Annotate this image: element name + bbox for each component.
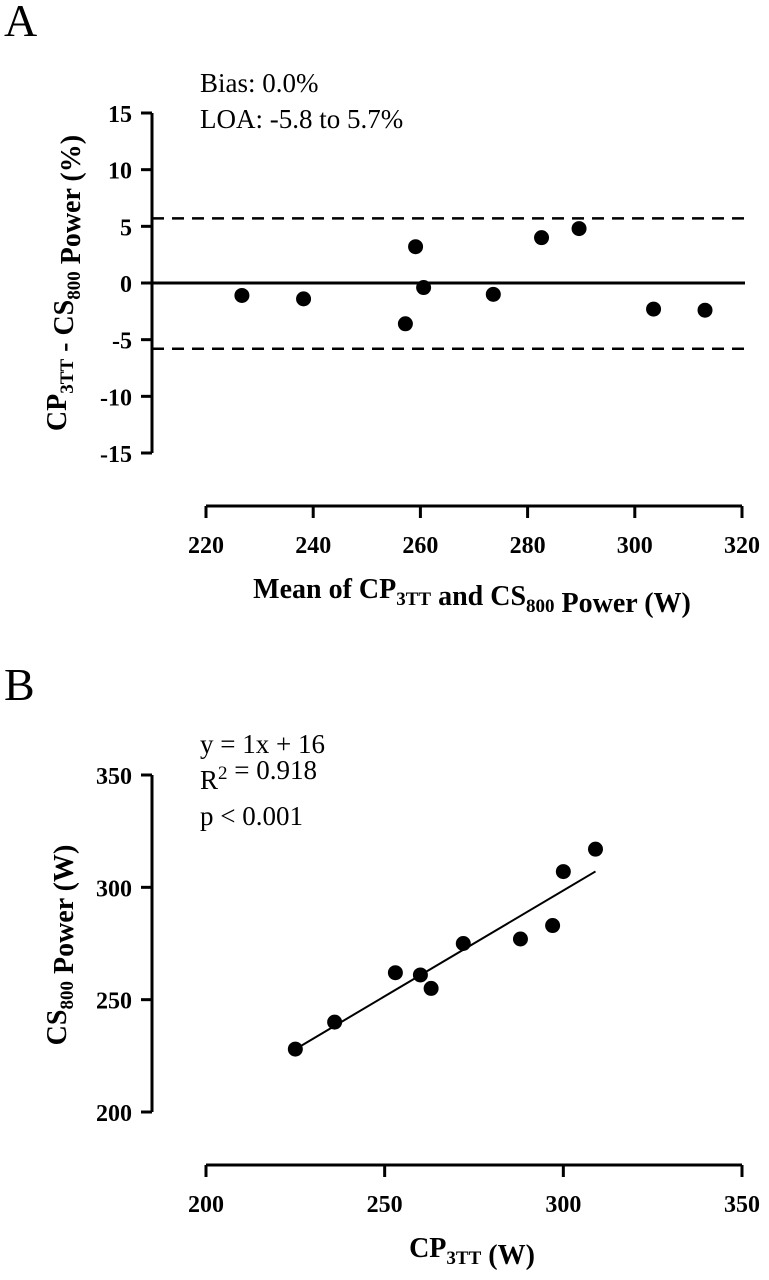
- data-point: [545, 918, 561, 934]
- data-point: [416, 280, 432, 296]
- y-tick-label: 15: [108, 102, 132, 128]
- x-tick-label: 260: [402, 533, 438, 559]
- y-tick-label: -15: [100, 442, 132, 468]
- y-axis-label: CS800 Power (W): [42, 845, 80, 1046]
- x-tick-label: 350: [724, 1192, 760, 1218]
- x-tick-label: 250: [367, 1192, 403, 1218]
- data-point: [534, 230, 550, 246]
- y-tick-label: 0: [120, 272, 132, 298]
- data-point: [455, 936, 471, 951]
- annotation-text: Bias: 0.0%: [200, 68, 319, 98]
- y-tick-label: 350: [96, 764, 132, 790]
- data-point: [571, 221, 587, 237]
- data-point: [512, 931, 528, 947]
- x-tick-label: 200: [188, 1192, 224, 1218]
- x-axis-label: CP3TT (W): [409, 1233, 535, 1271]
- y-tick-label: -10: [100, 385, 132, 411]
- data-point: [287, 1041, 303, 1057]
- x-tick-label: 300: [617, 533, 653, 559]
- annotation-text: LOA: -5.8 to 5.7%: [200, 104, 403, 134]
- data-point: [397, 316, 413, 332]
- data-point: [423, 980, 439, 996]
- x-tick-label: 320: [724, 533, 760, 559]
- annotation-text: p < 0.001: [200, 801, 303, 831]
- data-point: [587, 841, 603, 857]
- y-tick-label: -5: [112, 329, 132, 355]
- data-point: [412, 967, 428, 983]
- x-axis-label: Mean of CP3TT and CS800 Power (W): [253, 574, 691, 619]
- data-point: [697, 302, 713, 318]
- annotation-text: y = 1x + 16: [200, 729, 325, 759]
- data-point: [234, 287, 250, 303]
- y-tick-label: 300: [96, 876, 132, 902]
- data-point: [408, 239, 424, 255]
- data-point: [327, 1014, 343, 1030]
- y-tick-label: 200: [96, 1101, 132, 1127]
- panel-a: A Bias: 0.0% LOA: -5.8 to 5.7% 15 10 5 0 -5 -10 -…: [4, 0, 760, 619]
- y-tick-label: 250: [96, 989, 132, 1015]
- x-tick-label: 240: [295, 533, 331, 559]
- y-tick-label: 10: [108, 159, 132, 185]
- y-tick-label: 5: [120, 215, 132, 241]
- annotation-text: R2 = 0.918: [200, 755, 317, 795]
- x-tick-label: 300: [545, 1192, 581, 1218]
- y-axis-label: CP3TT - CS800 Power (%): [42, 135, 87, 431]
- x-tick-label: 220: [188, 533, 224, 559]
- panel-letter: B: [4, 659, 35, 710]
- regression-line: [294, 870, 597, 1051]
- data-point: [646, 301, 662, 317]
- data-point: [485, 286, 501, 302]
- x-tick-label: 280: [510, 533, 546, 559]
- panel-letter: A: [4, 0, 37, 46]
- data-point: [296, 291, 312, 307]
- data-point: [387, 965, 403, 981]
- data-point: [555, 864, 571, 880]
